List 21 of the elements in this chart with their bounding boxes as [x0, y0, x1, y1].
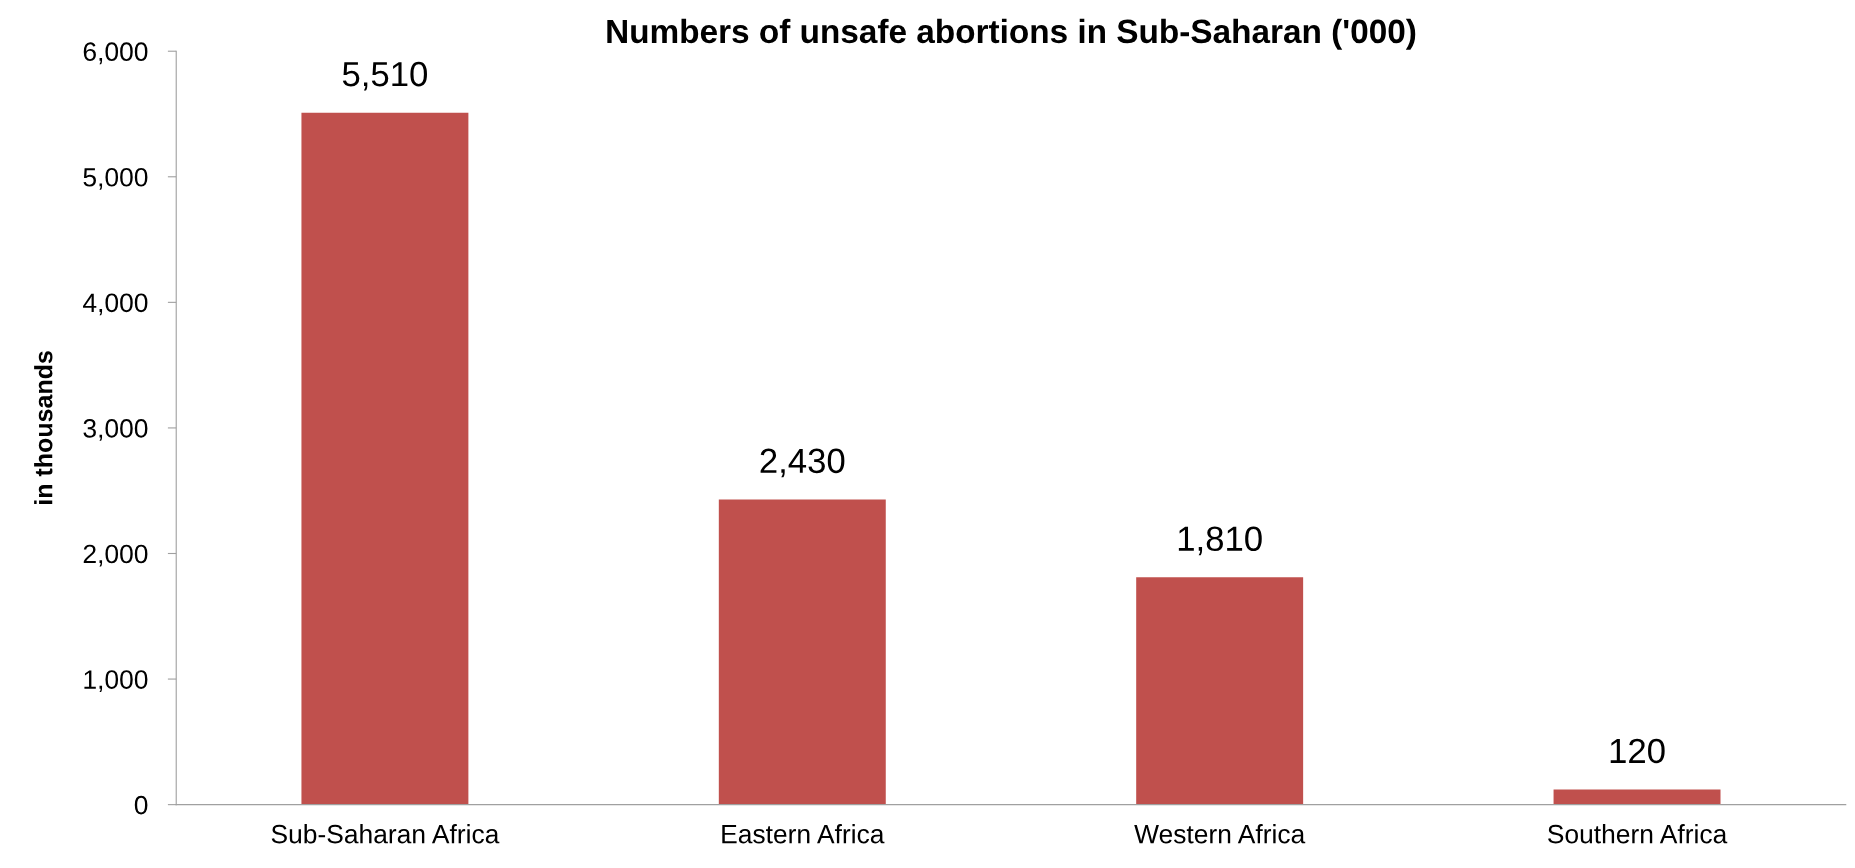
- chart-title: Numbers of unsafe abortions in Sub-Saharan ('000): [607, 18, 1416, 50]
- y-tick-label: 5,000: [83, 167, 148, 190]
- bar: [301, 112, 469, 805]
- data-label: 5,510: [342, 61, 427, 91]
- x-tick-label: Sub-Saharan Africa: [271, 824, 500, 844]
- y-tick-label: 2,000: [83, 544, 148, 567]
- bar: [718, 499, 886, 805]
- bar: [1553, 789, 1721, 805]
- data-label: 120: [1610, 738, 1665, 764]
- y-tick-label: 3,000: [83, 419, 148, 441]
- y-tick-label: 1,000: [84, 670, 148, 692]
- y-tick-label: 6,000: [83, 42, 148, 65]
- x-tick-label: Southern Africa: [1548, 824, 1728, 844]
- data-label: 1,810: [1178, 526, 1262, 556]
- x-tick-label: Eastern Africa: [722, 824, 885, 844]
- y-tick-label: 4,000: [83, 293, 148, 316]
- bar: [1136, 577, 1304, 805]
- y-tick-label: 0: [134, 795, 148, 815]
- x-tick-label: Western Africa: [1134, 824, 1306, 844]
- data-label: 2,430: [760, 448, 845, 478]
- y-axis-title: in thousands: [34, 351, 53, 504]
